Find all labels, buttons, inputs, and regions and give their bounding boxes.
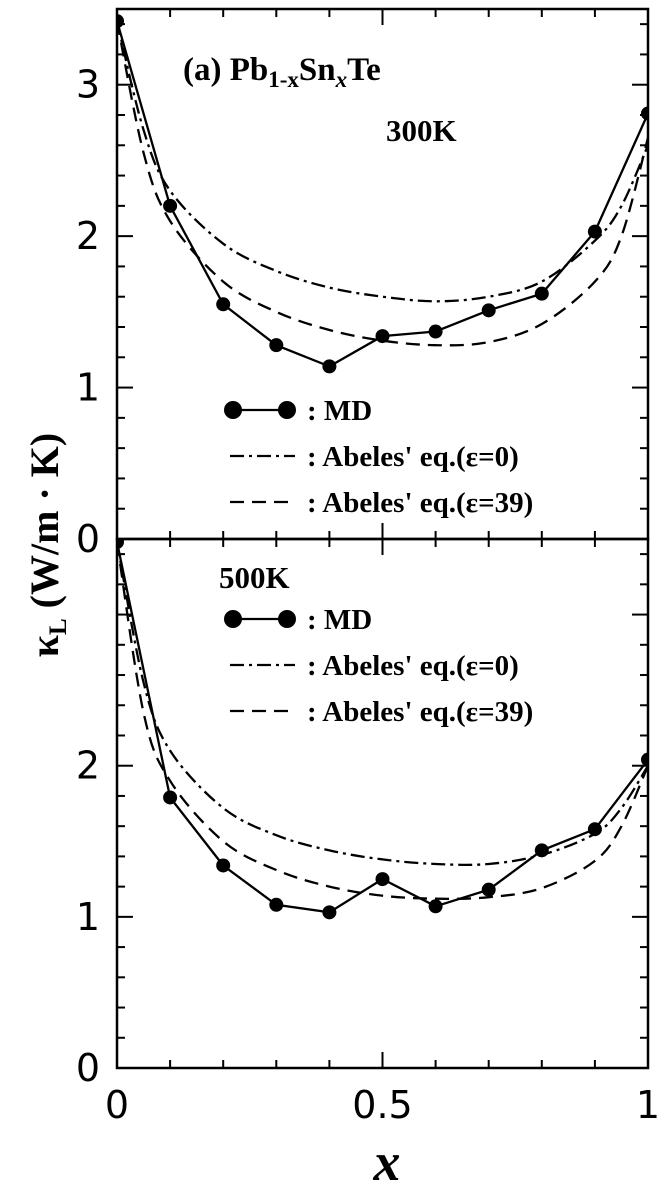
data-point	[428, 899, 443, 914]
x-axis-label: x	[373, 1132, 401, 1187]
x-tick-label: 0.5	[352, 1083, 412, 1127]
panel-top-series	[117, 14, 648, 374]
legend-label: : Abeles' eq.(ε=0)	[307, 650, 519, 682]
y-tick-label: 0	[76, 517, 100, 561]
y-tick-label: 1	[76, 366, 100, 410]
legend-top: : MD : Abeles' eq.(ε=0) : Abeles' eq.(ε=39…	[224, 395, 533, 519]
data-point	[216, 297, 231, 312]
data-point	[163, 790, 178, 805]
legend-label: : Abeles' eq.(ε=0)	[307, 441, 519, 473]
data-point	[375, 329, 390, 344]
data-point	[428, 324, 443, 339]
data-point	[375, 872, 390, 887]
y-tick-label: 0	[76, 1046, 100, 1090]
legend-label: : Abeles' eq.(ε=39)	[307, 487, 533, 519]
plot-frame-bottom	[115, 537, 650, 1070]
temperature-label-bottom: 500K	[219, 560, 290, 595]
legend-label: : Abeles' eq.(ε=39)	[307, 696, 533, 728]
x-tick-label: 1	[636, 1083, 657, 1127]
data-point	[269, 338, 284, 353]
series-line	[117, 20, 648, 347]
data-point	[269, 897, 284, 912]
data-point	[216, 858, 231, 873]
y-tick-label: 2	[76, 214, 100, 258]
data-point	[641, 752, 648, 767]
data-point	[587, 822, 602, 837]
panel-bottom-series	[117, 539, 648, 920]
series-line	[117, 541, 648, 900]
data-point	[641, 106, 648, 121]
data-point	[534, 843, 549, 858]
legend-marker	[224, 610, 242, 628]
tick-labels: 0 1 2 3 0 1 2 0 0.5 1	[76, 63, 657, 1127]
data-point	[481, 303, 496, 318]
data-point	[163, 198, 178, 213]
legend-label: : MD	[307, 395, 372, 427]
legend-marker	[224, 401, 242, 419]
data-point	[534, 286, 549, 301]
x-tick-label: 0	[105, 1083, 129, 1127]
legend-marker	[278, 401, 296, 419]
data-point	[587, 224, 602, 239]
data-point	[117, 539, 124, 550]
temperature-label-top: 300K	[386, 113, 457, 148]
y-axis-label: κL (W/m · K)	[22, 433, 72, 657]
curves	[117, 14, 648, 920]
panel-title: (a) Pb1-xSnxTe	[183, 52, 381, 92]
legend-bottom: : MD : Abeles' eq.(ε=0) : Abeles' eq.(ε=39…	[224, 604, 533, 728]
y-tick-label: 1	[76, 895, 100, 939]
y-tick-label: 3	[76, 63, 100, 107]
legend-label: : MD	[307, 604, 372, 636]
data-point	[117, 14, 124, 29]
data-point	[481, 882, 496, 897]
y-tick-label: 2	[76, 744, 100, 788]
data-point	[322, 905, 337, 920]
data-point	[322, 359, 337, 374]
legend-marker	[278, 610, 296, 628]
